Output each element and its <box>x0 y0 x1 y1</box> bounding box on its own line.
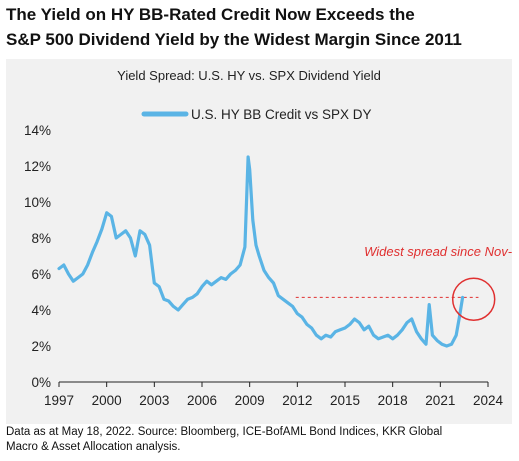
headline-line-1: The Yield on HY BB-Rated Credit Now Exce… <box>6 5 415 24</box>
y-tick-label: 0% <box>31 375 51 390</box>
source-note-line-2: Macro & Asset Allocation analysis. <box>6 441 181 453</box>
y-tick-label: 2% <box>31 339 51 354</box>
y-axis: 0% 2% 4% 6% 8% 10% 12% 14% <box>24 123 51 390</box>
y-tick-label: 8% <box>31 231 51 246</box>
x-tick-label: 2000 <box>92 393 122 408</box>
y-tick-label: 6% <box>31 267 51 282</box>
y-tick-label: 12% <box>24 159 51 174</box>
y-tick-label: 10% <box>24 195 51 210</box>
chart-title: Yield Spread: U.S. HY vs. SPX Dividend Y… <box>117 68 381 83</box>
x-tick-label: 2024 <box>473 393 504 408</box>
chart-headline: The Yield on HY BB-Rated Credit Now Exce… <box>6 2 516 52</box>
x-tick-label: 2021 <box>425 393 455 408</box>
highlight-circle <box>451 277 496 321</box>
x-tick-label: 2009 <box>235 393 265 408</box>
source-note: Data as at May 18, 2022. Source: Bloombe… <box>6 425 516 455</box>
x-tick-label: 2012 <box>282 393 312 408</box>
y-tick-label: 4% <box>31 303 51 318</box>
x-tick-label: 2006 <box>187 393 217 408</box>
x-axis: 1997 2000 2003 2006 2009 2012 2015 2018 2021 2024 <box>44 381 504 408</box>
legend-label: U.S. HY BB Credit vs SPX DY <box>191 107 372 122</box>
y-tick-label: 14% <box>24 123 51 138</box>
source-note-line-1: Data as at May 18, 2022. Source: Bloombe… <box>6 426 443 438</box>
plot-area: Widest spread since Nov-11 <box>57 155 512 348</box>
line-chart: Yield Spread: U.S. HY vs. SPX Dividend Y… <box>24 68 512 408</box>
annotation-text: Widest spread since Nov-11 <box>364 244 512 259</box>
headline-line-2: S&P 500 Dividend Yield by the Widest Mar… <box>6 30 462 49</box>
x-tick-label: 2003 <box>139 393 169 408</box>
x-tick-label: 2018 <box>378 393 408 408</box>
chart-panel: Yield Spread: U.S. HY vs. SPX Dividend Y… <box>6 59 512 424</box>
x-tick-label: 1997 <box>44 393 74 408</box>
series-line-0 <box>57 155 465 348</box>
x-tick-label: 2015 <box>330 393 360 408</box>
